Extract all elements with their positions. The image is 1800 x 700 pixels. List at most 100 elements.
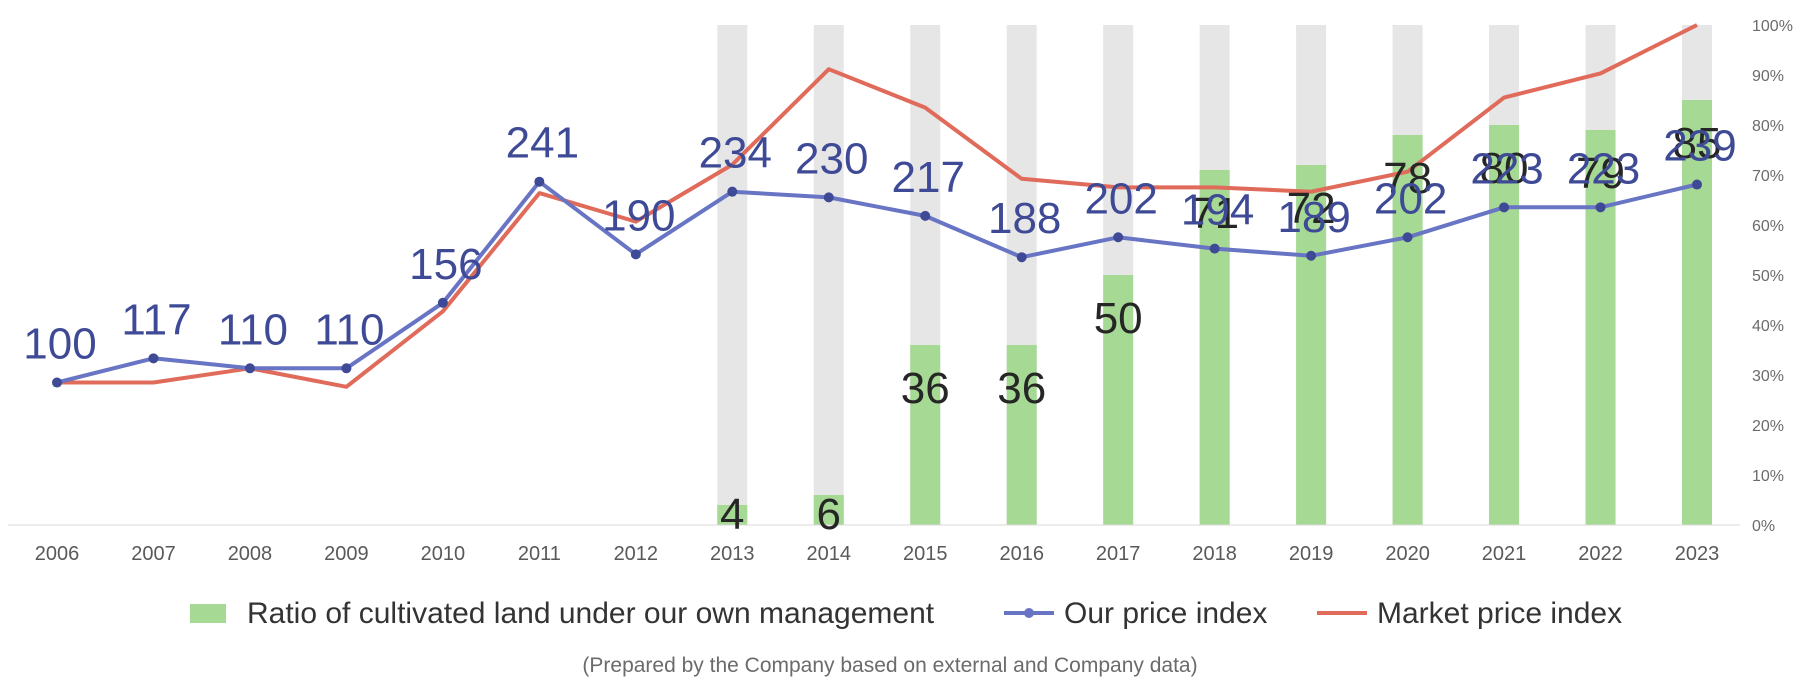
x-tick-2023: 2023: [1675, 543, 1720, 565]
our-price-index-line: [56, 179, 1698, 385]
our-price-index-label-2014: 230: [795, 134, 868, 183]
our-price-index-label-2007: 117: [121, 295, 191, 344]
our-price-index-marker-2019: [1306, 250, 1317, 261]
our-price-index-marker-2011: [534, 176, 545, 187]
bar-background-2014: [813, 25, 844, 525]
ratio-bar-2023: [1682, 100, 1712, 525]
x-tick-2009: 2009: [324, 543, 369, 565]
x-tick-2015: 2015: [903, 543, 948, 565]
right-axis-tick-80: 80%: [1752, 118, 1784, 135]
our-price-index-marker-2012: [630, 249, 641, 260]
our-price-index-marker-2014: [823, 192, 834, 203]
x-tick-2008: 2008: [228, 543, 273, 565]
legend-our-price-label: Our price index: [1064, 597, 1267, 630]
x-tick-2019: 2019: [1289, 543, 1334, 565]
x-tick-2021: 2021: [1482, 543, 1527, 565]
our-price-index-label-2009: 110: [314, 305, 384, 354]
ratio-bar-2019: [1296, 165, 1327, 525]
x-tick-2010: 2010: [421, 543, 466, 565]
ratio-bar-2016: [1006, 345, 1037, 525]
our-price-index-label-2021: 223: [1470, 144, 1543, 193]
our-price-index-marker-2022: [1595, 202, 1606, 213]
x-tick-2012: 2012: [614, 543, 659, 565]
our-price-index-label-2010: 156: [409, 240, 482, 289]
our-price-index-label-2013: 234: [699, 129, 772, 178]
ratio-bar-2014: [813, 495, 844, 525]
right-axis-tick-10: 10%: [1752, 468, 1784, 485]
our-price-index-marker-2007: [148, 353, 159, 364]
our-price-index-label-2017: 202: [1084, 174, 1157, 223]
our-price-index-marker-2021: [1499, 202, 1510, 213]
right-axis-tick-100: 100%: [1752, 18, 1793, 35]
our-price-index-label-2023: 239: [1663, 122, 1736, 171]
legend-market-price-label: Market price index: [1377, 597, 1622, 630]
legend-ratio-swatch: [190, 604, 226, 623]
our-price-index-marker-2006: [52, 377, 62, 388]
our-price-index-label-2012: 190: [602, 191, 675, 240]
ratio-bar-2017: [1103, 275, 1134, 525]
ratio-label-2016: 36: [997, 364, 1046, 413]
our-price-index-label-2006: 100: [23, 320, 96, 369]
ratio-label-2014: 6: [817, 490, 841, 539]
market-price-index-line: [57, 23, 1698, 389]
legend-ratio-label: Ratio of cultivated land under our own m…: [247, 597, 935, 630]
right-axis-tick-60: 60%: [1752, 218, 1784, 235]
our-price-index-marker-2017: [1113, 232, 1124, 243]
right-axis-tick-40: 40%: [1752, 318, 1784, 335]
our-price-index-marker-2015: [920, 210, 931, 221]
x-tick-2020: 2020: [1385, 543, 1430, 565]
ratio-bar-2015: [910, 345, 941, 525]
x-tick-2013: 2013: [710, 543, 755, 565]
our-price-index-marker-2018: [1209, 243, 1220, 254]
ratio-data-labels: 4 6 36 36 50 71 72 78 80 79 85: [720, 119, 1721, 539]
right-axis-tick-90: 90%: [1752, 68, 1784, 85]
ratio-bar-2022: [1585, 130, 1616, 525]
x-tick-2016: 2016: [999, 543, 1044, 565]
our-price-index-label-2019: 189: [1277, 193, 1350, 242]
ratio-label-2017: 50: [1094, 294, 1143, 343]
ratio-bar-2021: [1489, 125, 1520, 525]
ratio-label-2022: 79: [1576, 149, 1625, 198]
our-price-index-marker-2008: [244, 363, 255, 374]
ratio-bars: [717, 100, 1712, 525]
ratio-label-2021: 80: [1480, 144, 1529, 193]
ratio-bar-2018: [1199, 170, 1230, 525]
our-price-index-label-2020: 202: [1374, 174, 1447, 223]
our-price-data-labels: 100 117 110 110 156 241 190 234 230 217 188 202 194 1…: [23, 119, 1736, 369]
our-price-index-label-2016: 188: [988, 194, 1061, 243]
ratio-label-2019: 72: [1287, 184, 1336, 233]
ratio-label-2023: 85: [1673, 119, 1722, 168]
our-price-index-label-2018: 194: [1181, 186, 1254, 235]
our-price-index-marker-2023: [1692, 179, 1702, 190]
our-price-index-marker-2013: [727, 186, 738, 197]
ratio-bar-2020: [1392, 135, 1423, 525]
ratio-label-2018: 71: [1190, 189, 1239, 238]
ratio-label-2015: 36: [901, 364, 950, 413]
right-axis-ticks: 0% 10% 20% 30% 40% 50% 60% 70% 80% 90% 100%: [1752, 18, 1793, 535]
legend-our-price-marker: [1024, 608, 1034, 618]
x-tick-2007: 2007: [131, 543, 176, 565]
x-tick-2011: 2011: [518, 543, 561, 565]
ratio-label-2020: 78: [1383, 154, 1432, 203]
right-axis-tick-30: 30%: [1752, 368, 1784, 385]
x-tick-2018: 2018: [1192, 543, 1237, 565]
right-axis-tick-20: 20%: [1752, 418, 1784, 435]
source-note: (Prepared by the Company based on extern…: [582, 654, 1197, 677]
our-price-index-marker-2016: [1016, 252, 1027, 263]
our-price-index-marker-2020: [1402, 232, 1413, 243]
our-price-index-marker-2009: [341, 363, 352, 374]
right-axis-tick-50: 50%: [1752, 268, 1784, 285]
bar-background-2013: [717, 25, 748, 525]
our-price-index-label-2011: 241: [506, 119, 579, 168]
x-axis-ticks: 2006 2007 2008 2009 2010 2011 2012 2013 2014 2015…: [35, 543, 1720, 565]
x-tick-2022: 2022: [1578, 543, 1623, 565]
x-tick-2006: 2006: [35, 543, 80, 565]
right-axis-tick-70: 70%: [1752, 168, 1784, 185]
x-tick-2014: 2014: [807, 543, 852, 565]
our-price-index-marker-2010: [437, 297, 448, 308]
ratio-label-2013: 4: [720, 490, 744, 539]
ratio-bar-2013: [717, 505, 748, 525]
legend: Ratio of cultivated land under our own m…: [190, 597, 1622, 630]
price-index-lines: [52, 23, 1702, 389]
